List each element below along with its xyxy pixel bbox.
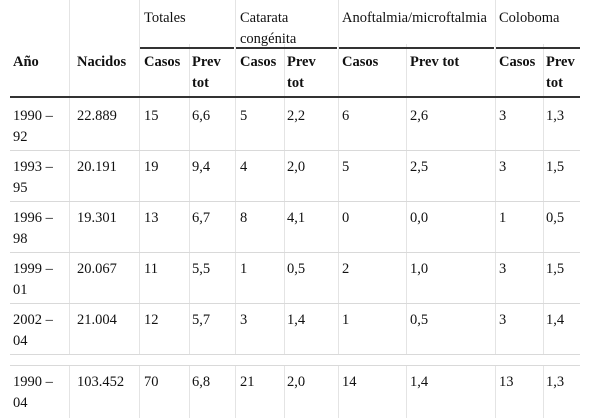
column-header-casos-totales: Casos xyxy=(144,54,181,70)
column-header-casos-catarata: Casos xyxy=(240,54,277,70)
cell-casos-catarata: 8 xyxy=(240,210,248,226)
cell-prev-anoftalmia: 2,5 xyxy=(410,159,429,175)
group-header-anoftalmia: Anoftalmia/microftalmia xyxy=(342,10,487,26)
cell-casos-anoftalmia: 14 xyxy=(342,374,357,390)
cell-prev-catarata: 2,0 xyxy=(287,159,306,175)
cell-prev-catarata: 2,2 xyxy=(287,108,306,124)
cell-prev-anoftalmia: 1,0 xyxy=(410,261,429,277)
cell-casos-totales: 15 xyxy=(144,108,159,124)
column-header-prev-coloboma: Prev tot xyxy=(546,54,575,91)
column-header-casos-coloboma: Casos xyxy=(499,54,536,70)
cell-prev-catarata: 2,0 xyxy=(287,374,306,390)
cell-prev-coloboma: 1,3 xyxy=(546,108,565,124)
data-table: Totales Catarata congénita Anoftalmia/mi… xyxy=(10,0,580,418)
table-row: 1990 – 92 22.889 15 6,6 5 2,2 6 2,6 3 1,… xyxy=(10,106,580,150)
cell-ano: 1993 – 95 xyxy=(13,159,53,196)
cell-casos-coloboma: 1 xyxy=(499,210,507,226)
cell-prev-coloboma: 1,5 xyxy=(546,159,565,175)
cell-casos-anoftalmia: 0 xyxy=(342,210,350,226)
cell-prev-totales: 6,6 xyxy=(192,108,211,124)
cell-casos-coloboma: 3 xyxy=(499,312,507,328)
cell-nacidos: 21.004 xyxy=(77,312,117,328)
cell-casos-anoftalmia: 2 xyxy=(342,261,350,277)
cell-prev-anoftalmia: 0,5 xyxy=(410,312,429,328)
spacer-row xyxy=(10,355,580,365)
cell-casos-catarata: 3 xyxy=(240,312,248,328)
cell-nacidos: 20.067 xyxy=(77,261,117,277)
cell-prev-anoftalmia: 1,4 xyxy=(410,374,429,390)
cell-ano: 1999 – 01 xyxy=(13,261,53,298)
cell-casos-catarata: 21 xyxy=(240,374,255,390)
cell-ano: 2002 – 04 xyxy=(13,312,53,349)
cell-prev-anoftalmia: 0,0 xyxy=(410,210,429,226)
group-header-totales: Totales xyxy=(144,10,186,26)
cell-prev-totales: 6,7 xyxy=(192,210,211,226)
cell-casos-totales: 12 xyxy=(144,312,159,328)
cell-prev-coloboma: 0,5 xyxy=(546,210,565,226)
cell-nacidos: 103.452 xyxy=(77,374,125,390)
column-header-ano: Año xyxy=(13,54,39,70)
table-row: 2002 – 04 21.004 12 5,7 3 1,4 1 0,5 3 1,… xyxy=(10,310,580,354)
cell-casos-catarata: 1 xyxy=(240,261,248,277)
cell-nacidos: 20.191 xyxy=(77,159,117,175)
cell-prev-catarata: 1,4 xyxy=(287,312,306,328)
cell-casos-anoftalmia: 1 xyxy=(342,312,350,328)
cell-casos-totales: 11 xyxy=(144,261,158,277)
cell-nacidos: 22.889 xyxy=(77,108,117,124)
cell-casos-anoftalmia: 5 xyxy=(342,159,350,175)
cell-prev-anoftalmia: 2,6 xyxy=(410,108,429,124)
cell-nacidos: 19.301 xyxy=(77,210,117,226)
cell-casos-coloboma: 3 xyxy=(499,261,507,277)
table-row: 1996 – 98 19.301 13 6,7 8 4,1 0 0,0 1 0,… xyxy=(10,208,580,252)
cell-ano: 1990 – 04 xyxy=(13,374,53,411)
cell-prev-coloboma: 1,3 xyxy=(546,374,565,390)
group-header-catarata: Catarata congénita xyxy=(240,10,297,47)
cell-prev-catarata: 4,1 xyxy=(287,210,306,226)
cell-casos-coloboma: 3 xyxy=(499,108,507,124)
cell-casos-catarata: 5 xyxy=(240,108,248,124)
column-header-prev-totales: Prev tot xyxy=(192,54,221,91)
cell-casos-coloboma: 3 xyxy=(499,159,507,175)
cell-prev-totales: 9,4 xyxy=(192,159,211,175)
cell-ano: 1996 – 98 xyxy=(13,210,53,247)
cell-casos-catarata: 4 xyxy=(240,159,248,175)
column-header-nacidos: Nacidos xyxy=(77,54,127,70)
column-header-casos-anoftalmia: Casos xyxy=(342,54,379,70)
cell-prev-totales: 6,8 xyxy=(192,374,211,390)
cell-casos-totales: 13 xyxy=(144,210,159,226)
cell-prev-coloboma: 1,4 xyxy=(546,312,565,328)
column-header-prev-catarata: Prev tot xyxy=(287,54,316,91)
cell-prev-totales: 5,5 xyxy=(192,261,211,277)
table-row: 1999 – 01 20.067 11 5,5 1 0,5 2 1,0 3 1,… xyxy=(10,259,580,303)
group-header-coloboma: Coloboma xyxy=(499,10,560,26)
cell-casos-coloboma: 13 xyxy=(499,374,514,390)
cell-casos-totales: 19 xyxy=(144,159,159,175)
cell-ano: 1990 – 92 xyxy=(13,108,53,145)
cell-prev-catarata: 0,5 xyxy=(287,261,306,277)
table-row: 1993 – 95 20.191 19 9,4 4 2,0 5 2,5 3 1,… xyxy=(10,157,580,201)
column-header-prev-anoftalmia: Prev tot xyxy=(410,54,460,70)
cell-casos-totales: 70 xyxy=(144,374,159,390)
table-total-row: 1990 – 04 103.452 70 6,8 21 2,0 14 1,4 1… xyxy=(10,372,580,418)
cell-casos-anoftalmia: 6 xyxy=(342,108,350,124)
cell-prev-coloboma: 1,5 xyxy=(546,261,565,277)
cell-prev-totales: 5,7 xyxy=(192,312,211,328)
